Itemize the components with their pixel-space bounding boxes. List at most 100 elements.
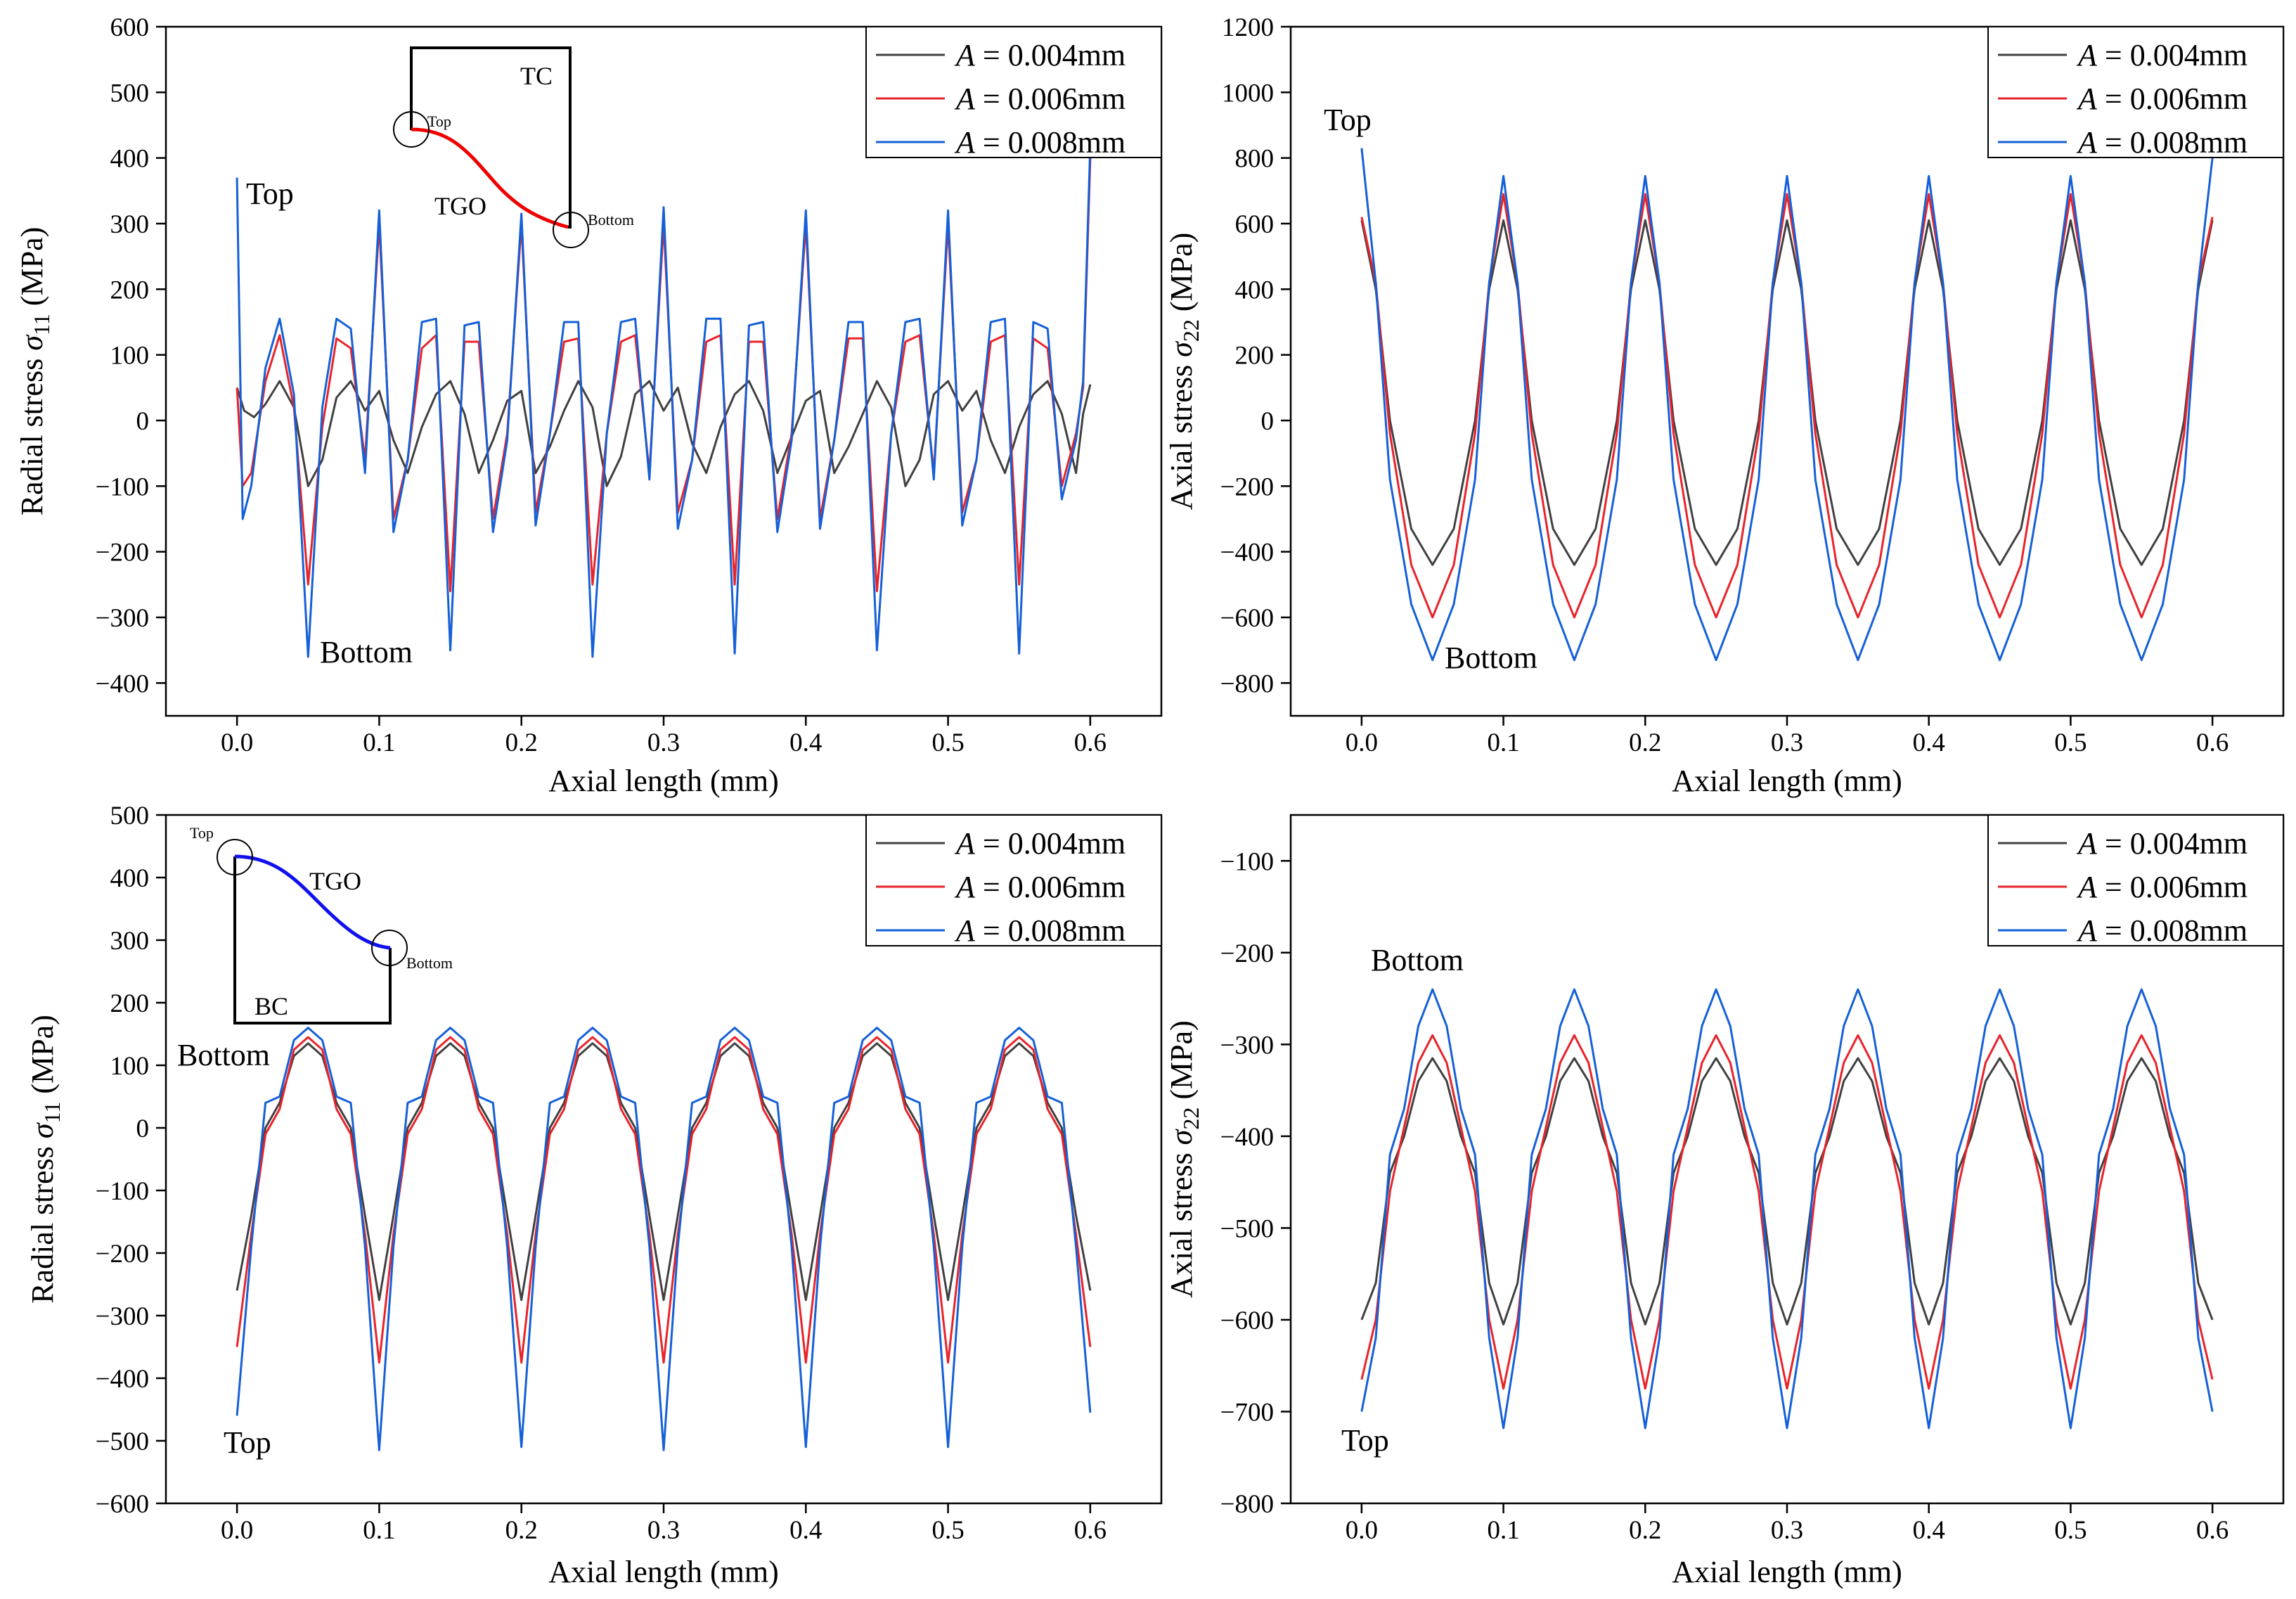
y-tick-label: 100 — [110, 1052, 150, 1081]
x-tick-label: 0.6 — [1074, 728, 1107, 757]
inset-top-marker — [217, 839, 253, 875]
y-tick-label: 100 — [110, 342, 150, 371]
y-tick-label: 400 — [110, 864, 150, 893]
y-tick-label: −600 — [1220, 604, 1274, 633]
y-axis-title-text: Axial stress — [1164, 1145, 1199, 1298]
legend-value: = 0.004mm — [2097, 826, 2247, 861]
inset-label-bottom: Bottom — [406, 954, 453, 972]
legend-symbol: A — [954, 870, 976, 904]
y-axis-title-symbol: σ — [15, 334, 49, 351]
y-axis-title-subscript: 11 — [29, 314, 54, 335]
y-axis-title-text: Radial stress — [15, 351, 49, 516]
inset-top-marker — [393, 111, 430, 148]
y-axis-title-unit: (MPa) — [1164, 1020, 1199, 1107]
x-tick-label: 0.0 — [221, 1516, 253, 1545]
y-axis-title-symbol: σ — [25, 1122, 60, 1138]
annotation-bottom: Bottom — [1445, 641, 1537, 675]
y-axis-title: Axial stress σ22 (MPa) — [1164, 1020, 1204, 1298]
inset-diagram: Top TGO Bottom BC — [190, 824, 453, 1025]
annotation-top: Top — [1341, 1423, 1389, 1458]
legend-value: = 0.004mm — [975, 38, 1126, 72]
legend-symbol: A — [954, 913, 976, 948]
y-tick-label: −500 — [1220, 1214, 1274, 1243]
legend-symbol: A — [2076, 125, 2098, 160]
y-tick-label: −400 — [1220, 539, 1274, 567]
chart-panel-b: 0.0 0.1 0.2 0.3 0.4 0.5 0.6 1200 1000 800 600 400 20… — [1164, 13, 2285, 798]
series-line-2 — [1360, 193, 2214, 619]
y-tick-label: 400 — [110, 145, 150, 174]
inset-label-tgo: TGO — [434, 192, 486, 220]
x-tick-label: 0.5 — [931, 1516, 964, 1545]
series-group — [1360, 148, 2214, 662]
legend-value: = 0.008mm — [975, 913, 1126, 948]
x-tick-label: 0.1 — [1487, 1516, 1519, 1545]
series-line-3 — [1360, 988, 2214, 1430]
series-group — [1360, 988, 2214, 1430]
inset-label-tgo: TGO — [309, 867, 361, 895]
x-axis-title: Axial length (mm) — [1672, 1555, 1902, 1589]
legend-value: = 0.006mm — [975, 870, 1126, 904]
series-line-2 — [1360, 1034, 2214, 1390]
x-tick-label: 0.3 — [647, 728, 680, 757]
y-tick-label: −400 — [1220, 1123, 1274, 1152]
y-axis-title-symbol: σ — [1164, 1128, 1199, 1145]
x-tick-label: 0.1 — [363, 728, 395, 757]
y-tick-label: −300 — [1220, 1031, 1274, 1060]
x-tick-label: 0.1 — [1487, 728, 1519, 757]
y-tick-label: −800 — [1220, 669, 1274, 698]
x-tick-label: 0.6 — [2196, 728, 2229, 757]
legend-symbol: A — [2076, 38, 2098, 72]
legend-entry-2: A = 0.006mm — [954, 870, 1126, 904]
inset-label-top: Top — [190, 824, 214, 842]
inset-label-top: Top — [427, 113, 451, 130]
legend-box — [1987, 26, 2284, 158]
legend-entry-1: A = 0.004mm — [954, 38, 1126, 72]
y-tick-label: 0 — [136, 407, 150, 436]
y-tick-label: 200 — [1235, 342, 1275, 371]
legend-symbol: A — [954, 82, 976, 116]
y-tick-label: −700 — [1220, 1398, 1274, 1427]
y-axis-title: Axial stress σ22 (MPa) — [1164, 233, 1204, 510]
y-tick-label: −400 — [96, 669, 149, 698]
annotation-bottom: Bottom — [320, 635, 413, 669]
y-tick-label: 800 — [1235, 145, 1275, 174]
y-axis-title-subscript: 22 — [1178, 1107, 1204, 1130]
y-tick-label: −100 — [96, 473, 149, 501]
y-axis-title-unit: (MPa) — [1164, 233, 1199, 319]
series-line-3 — [236, 1027, 1092, 1451]
x-tick-label: 0.4 — [789, 728, 822, 757]
x-tick-label: 0.2 — [505, 728, 538, 757]
annotation-top: Top — [224, 1425, 271, 1460]
legend-symbol: A — [2076, 870, 2098, 904]
y-axis-title-text: Radial stress — [25, 1138, 60, 1304]
series-group — [236, 1027, 1092, 1451]
series-line-3 — [1360, 148, 2214, 662]
legend-box — [865, 814, 1162, 946]
y-tick-label: −600 — [96, 1490, 149, 1519]
inset-frame — [233, 856, 392, 1025]
y-tick-label: −200 — [96, 539, 149, 567]
x-tick-label: 0.4 — [1913, 1516, 1945, 1545]
legend-symbol: A — [2076, 82, 2098, 116]
annotation-bottom: Bottom — [177, 1038, 270, 1072]
inset-label-tc: TC — [520, 62, 553, 90]
y-tick-label: −100 — [1220, 847, 1274, 876]
x-tick-label: 0.5 — [2054, 1516, 2087, 1545]
x-tick-label: 0.1 — [363, 1516, 395, 1545]
legend-entry-3: A = 0.008mm — [954, 125, 1126, 160]
y-axis-title: Radial stress σ11 (MPa) — [25, 1015, 65, 1304]
legend-symbol: A — [2076, 913, 2098, 948]
x-axis-title: Axial length (mm) — [548, 764, 779, 798]
y-axis-title-text: Axial stress — [1164, 357, 1199, 510]
annotation-bottom: Bottom — [1371, 943, 1464, 977]
y-tick-label: 500 — [110, 802, 150, 830]
legend-symbol: A — [954, 826, 976, 861]
legend-value: = 0.008mm — [2097, 125, 2247, 160]
inset-frame — [410, 46, 572, 229]
x-tick-label: 0.2 — [1629, 728, 1661, 757]
y-tick-label: 0 — [136, 1115, 150, 1143]
legend-value: = 0.008mm — [2097, 913, 2247, 948]
x-tick-label: 0.3 — [647, 1516, 680, 1545]
y-axis-title: Radial stress σ11 (MPa) — [15, 227, 54, 516]
